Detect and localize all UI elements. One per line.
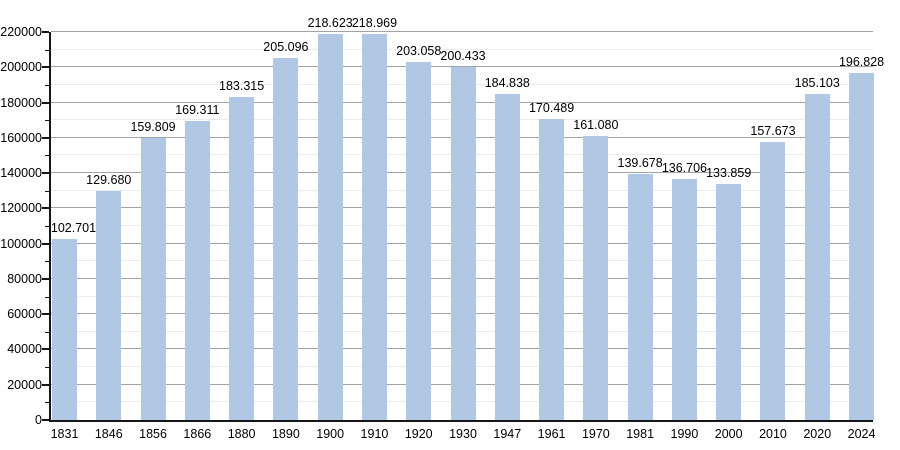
x-axis-tick-label: 1981 — [626, 427, 655, 441]
x-axis-tick-label: 1920 — [404, 427, 433, 441]
y-axis-minor-tick — [45, 155, 50, 157]
y-axis-major-tick — [42, 172, 49, 175]
bar-value-label: 102.701 — [50, 220, 97, 235]
x-axis-tick-label: 1961 — [537, 427, 566, 441]
bar-value-label: 218.623 — [307, 16, 353, 31]
bar-2000 — [716, 183, 742, 420]
x-axis-tick-label: 1890 — [271, 427, 300, 441]
major-gridline — [51, 31, 873, 32]
bar-1910 — [361, 33, 387, 420]
x-axis-tick-label: 2020 — [803, 427, 832, 441]
y-axis-minor-tick — [45, 367, 50, 369]
y-axis-tick-label: 220000 — [0, 25, 42, 39]
x-axis-tick-label: 2024 — [847, 427, 876, 441]
bar-value-label: 185.103 — [794, 75, 840, 90]
bar-1890 — [273, 58, 299, 420]
x-axis-tick-label: 1900 — [316, 427, 345, 441]
y-axis-major-tick — [42, 101, 49, 104]
y-axis-minor-tick — [45, 402, 50, 404]
bar-1970 — [583, 135, 609, 420]
bar-value-label: 169.311 — [175, 103, 220, 118]
bar-value-label: 139.678 — [617, 155, 663, 170]
bar-value-label: 159.809 — [130, 120, 176, 135]
bar-1930 — [450, 66, 476, 420]
y-axis-minor-tick — [45, 120, 50, 122]
y-axis-tick-label: 100000 — [0, 236, 42, 251]
y-axis-minor-tick — [45, 296, 50, 298]
bar-value-label: 200.433 — [440, 48, 486, 63]
bar-value-label: 136.706 — [661, 160, 707, 175]
bar-value-label: 196.828 — [838, 54, 885, 69]
bar-1846 — [96, 191, 122, 420]
bar-1947 — [494, 94, 520, 420]
y-axis-major-tick — [42, 242, 49, 245]
bar-value-label: 205.096 — [263, 40, 309, 55]
y-axis-major-tick — [42, 136, 49, 139]
y-axis-minor-tick — [45, 190, 50, 192]
x-axis-tick-label: 1831 — [50, 427, 79, 441]
y-axis-major-tick — [42, 207, 49, 210]
y-axis-tick-label: 40000 — [7, 342, 42, 357]
bar-value-label: 184.838 — [484, 76, 530, 91]
y-axis-minor-tick — [45, 226, 50, 227]
bar-value-label: 157.673 — [750, 123, 796, 138]
y-axis-minor-tick — [45, 49, 50, 51]
x-axis-tick-label: 1866 — [183, 427, 212, 441]
y-axis-major-tick — [42, 66, 49, 69]
bar-1856 — [140, 138, 166, 420]
y-axis-tick-label: 20000 — [7, 377, 42, 392]
bar-value-label: 170.489 — [528, 101, 575, 116]
y-axis-tick-label: 160000 — [0, 130, 42, 145]
plot-area: 102.701 1831 129.680 1846 159.809 1856 169.311… — [49, 16, 884, 441]
x-axis-tick-label: 1910 — [360, 427, 389, 441]
y-axis-tick-label: 180000 — [0, 95, 42, 110]
x-axis-tick-label: 2000 — [714, 427, 743, 441]
y-axis-major-tick — [42, 383, 49, 386]
bar-value-label: 129.680 — [86, 173, 132, 188]
bar-value-label: 203.058 — [396, 43, 442, 58]
y-axis-minor-tick — [45, 84, 50, 86]
bar-1920 — [406, 61, 432, 420]
bar-2024 — [849, 72, 875, 420]
y-axis-major-tick — [42, 419, 49, 421]
bar-1961 — [539, 119, 565, 420]
y-axis-major-tick — [42, 348, 49, 351]
y-axis-tick-label: 200000 — [0, 60, 42, 75]
bar-1831 — [52, 238, 77, 420]
y-axis-minor-tick — [45, 261, 50, 263]
x-axis-tick-label: 1970 — [581, 427, 610, 441]
y-axis-tick-label: 80000 — [7, 271, 42, 286]
bar-value-label: 183.315 — [219, 78, 265, 93]
bar-value-label: 133.859 — [706, 165, 752, 180]
minor-gridline — [51, 48, 873, 50]
x-axis-tick-label: 2010 — [759, 427, 787, 441]
x-axis-tick-label: 1990 — [670, 427, 699, 441]
x-axis-tick-label: 1947 — [493, 427, 522, 441]
x-axis-tick-label: 1846 — [94, 427, 123, 441]
y-axis-minor-tick — [45, 331, 50, 333]
y-axis-tick-label: 120000 — [0, 201, 42, 216]
bar-1880 — [229, 96, 255, 420]
bar-value-label: 161.080 — [573, 117, 619, 132]
x-axis-tick-label: 1856 — [139, 427, 167, 441]
y-axis-tick-label: 0 — [35, 413, 42, 427]
y-axis-tick-label: 140000 — [0, 166, 42, 181]
bar-1900 — [317, 34, 343, 420]
bar-2010 — [760, 141, 786, 420]
y-axis-major-tick — [42, 313, 49, 316]
x-axis-tick-label: 1880 — [227, 427, 256, 441]
y-axis-major-tick — [42, 277, 49, 280]
x-axis-tick-label: 1930 — [449, 427, 477, 441]
y-axis-tick-label: 60000 — [7, 307, 42, 322]
bar-2020 — [804, 93, 830, 420]
bar-1990 — [671, 178, 697, 420]
bar-value-label: 218.969 — [351, 15, 398, 30]
y-axis-major-tick — [42, 31, 49, 33]
bar-1981 — [627, 173, 653, 420]
bar-1866 — [184, 121, 210, 420]
